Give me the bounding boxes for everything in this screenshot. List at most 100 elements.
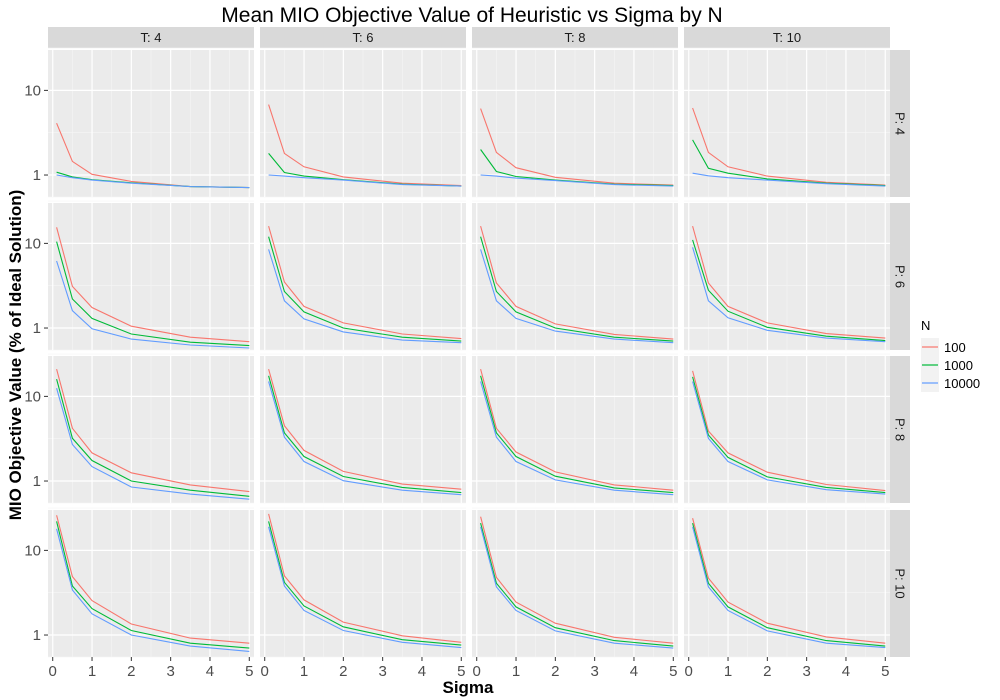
series-line-n1000 [268, 236, 462, 342]
chart-title: Mean MIO Objective Value of Heuristic vs… [221, 4, 722, 27]
facet-panel [472, 507, 678, 658]
series-line-n1000 [56, 521, 250, 649]
facet-panel [472, 47, 678, 198]
series-line-n10000 [268, 174, 462, 187]
series-line-n100 [480, 108, 674, 186]
x-tick-label: 2 [339, 663, 347, 680]
facet-strip-top-label: T: 4 [141, 30, 162, 45]
facet-panel [48, 200, 254, 351]
series-line-n100 [692, 518, 886, 644]
series-line-n10000 [480, 249, 674, 344]
x-tick-label: 4 [418, 663, 426, 680]
series-line-n1000 [268, 521, 462, 646]
y-tick-label: 1 [33, 167, 41, 184]
legend-label: 10000 [944, 376, 980, 391]
x-tick-label: 1 [512, 663, 520, 680]
x-tick-label: 4 [206, 663, 214, 680]
series-line-n10000 [56, 528, 250, 652]
legend: 100 1000 10000 [921, 338, 980, 392]
series-line-n1000 [268, 375, 462, 494]
facet-strip-top [684, 27, 890, 48]
facet-panel [260, 47, 466, 198]
facet-strip-right-label: P: 6 [893, 265, 908, 288]
x-tick-label: 2 [551, 663, 559, 680]
series-line-n100 [268, 368, 462, 490]
series-line-n100 [692, 225, 886, 339]
x-tick-label: 5 [881, 663, 889, 680]
x-tick-label: 5 [457, 663, 465, 680]
y-tick-label: 10 [24, 388, 41, 405]
series-line-n10000 [268, 526, 462, 649]
x-tick-label: 1 [88, 663, 96, 680]
facet-strip-top-label: T: 8 [565, 30, 586, 45]
series-line-n100 [56, 515, 250, 644]
series-line-n10000 [480, 174, 674, 187]
x-tick-label: 0 [49, 663, 57, 680]
facet-panel [48, 507, 254, 658]
facet-panel [260, 507, 466, 658]
series-line-n100 [692, 370, 886, 492]
series-line-n10000 [56, 174, 250, 189]
facet-panel [472, 353, 678, 504]
legend-title: N [921, 318, 930, 333]
y-tick-label: 10 [24, 82, 41, 99]
facet-strip-top-label: T: 6 [353, 30, 374, 45]
facet-strip-top [260, 27, 466, 48]
x-tick-label: 2 [127, 663, 135, 680]
facet-strip-right [890, 203, 910, 350]
series-line-n100 [268, 225, 462, 340]
series-line-n100 [692, 107, 886, 186]
series-line-n1000 [480, 375, 674, 494]
legend-label: 100 [944, 340, 966, 355]
x-axis-title: Sigma [442, 678, 494, 697]
series-line-n10000 [268, 249, 462, 344]
series-line-n1000 [692, 239, 886, 342]
y-axis-title: MIO Objective Value (% of Ideal Solution… [6, 190, 25, 521]
x-tick-label: 5 [669, 663, 677, 680]
facet-panel [472, 200, 678, 351]
y-tick-label: 10 [24, 235, 41, 252]
series-line-n10000 [480, 381, 674, 496]
facet-panel [684, 507, 890, 658]
legend-label: 1000 [944, 358, 973, 373]
y-tick-label: 10 [24, 542, 41, 559]
facet-strip-right-label: P: 10 [893, 568, 908, 598]
series-line-n1000 [692, 376, 886, 494]
facet-strip-right [890, 510, 910, 657]
series-line-n1000 [56, 378, 250, 497]
series-line-n10000 [268, 381, 462, 496]
series-line-n10000 [692, 381, 886, 495]
x-tick-label: 4 [842, 663, 850, 680]
y-tick-label: 1 [33, 320, 41, 337]
series-line-n100 [480, 516, 674, 644]
series-line-n1000 [692, 522, 886, 647]
facet-panel [260, 200, 466, 351]
series-line-n10000 [692, 526, 886, 649]
y-tick-label: 1 [33, 473, 41, 490]
facet-panel [260, 353, 466, 504]
x-tick-label: 0 [685, 663, 693, 680]
x-tick-label: 1 [724, 663, 732, 680]
series-line-n10000 [56, 388, 250, 500]
facet-panel [684, 353, 890, 504]
facet-panel [684, 200, 890, 351]
x-tick-label: 3 [166, 663, 174, 680]
x-tick-label: 4 [630, 663, 638, 680]
series-line-n1000 [56, 241, 250, 347]
facet-strip-top [472, 27, 678, 48]
series-line-n10000 [692, 172, 886, 187]
y-tick-label: 1 [33, 627, 41, 644]
series-line-n100 [56, 227, 250, 343]
series-line-n10000 [692, 247, 886, 343]
x-tick-label: 3 [378, 663, 386, 680]
series-line-n100 [480, 225, 674, 340]
facet-strip-right-label: P: 4 [893, 112, 908, 135]
facet-grid: T: 4 T: 6 T: 8 T: 10P: 4P: 6P: 8P: 10110110… [24, 27, 910, 680]
facet-panel [48, 353, 254, 504]
series-line-n100 [56, 368, 250, 493]
facet-panel [48, 47, 254, 198]
facet-panel [684, 47, 890, 198]
series-line-n1000 [480, 522, 674, 647]
series-line-n1000 [480, 236, 674, 342]
